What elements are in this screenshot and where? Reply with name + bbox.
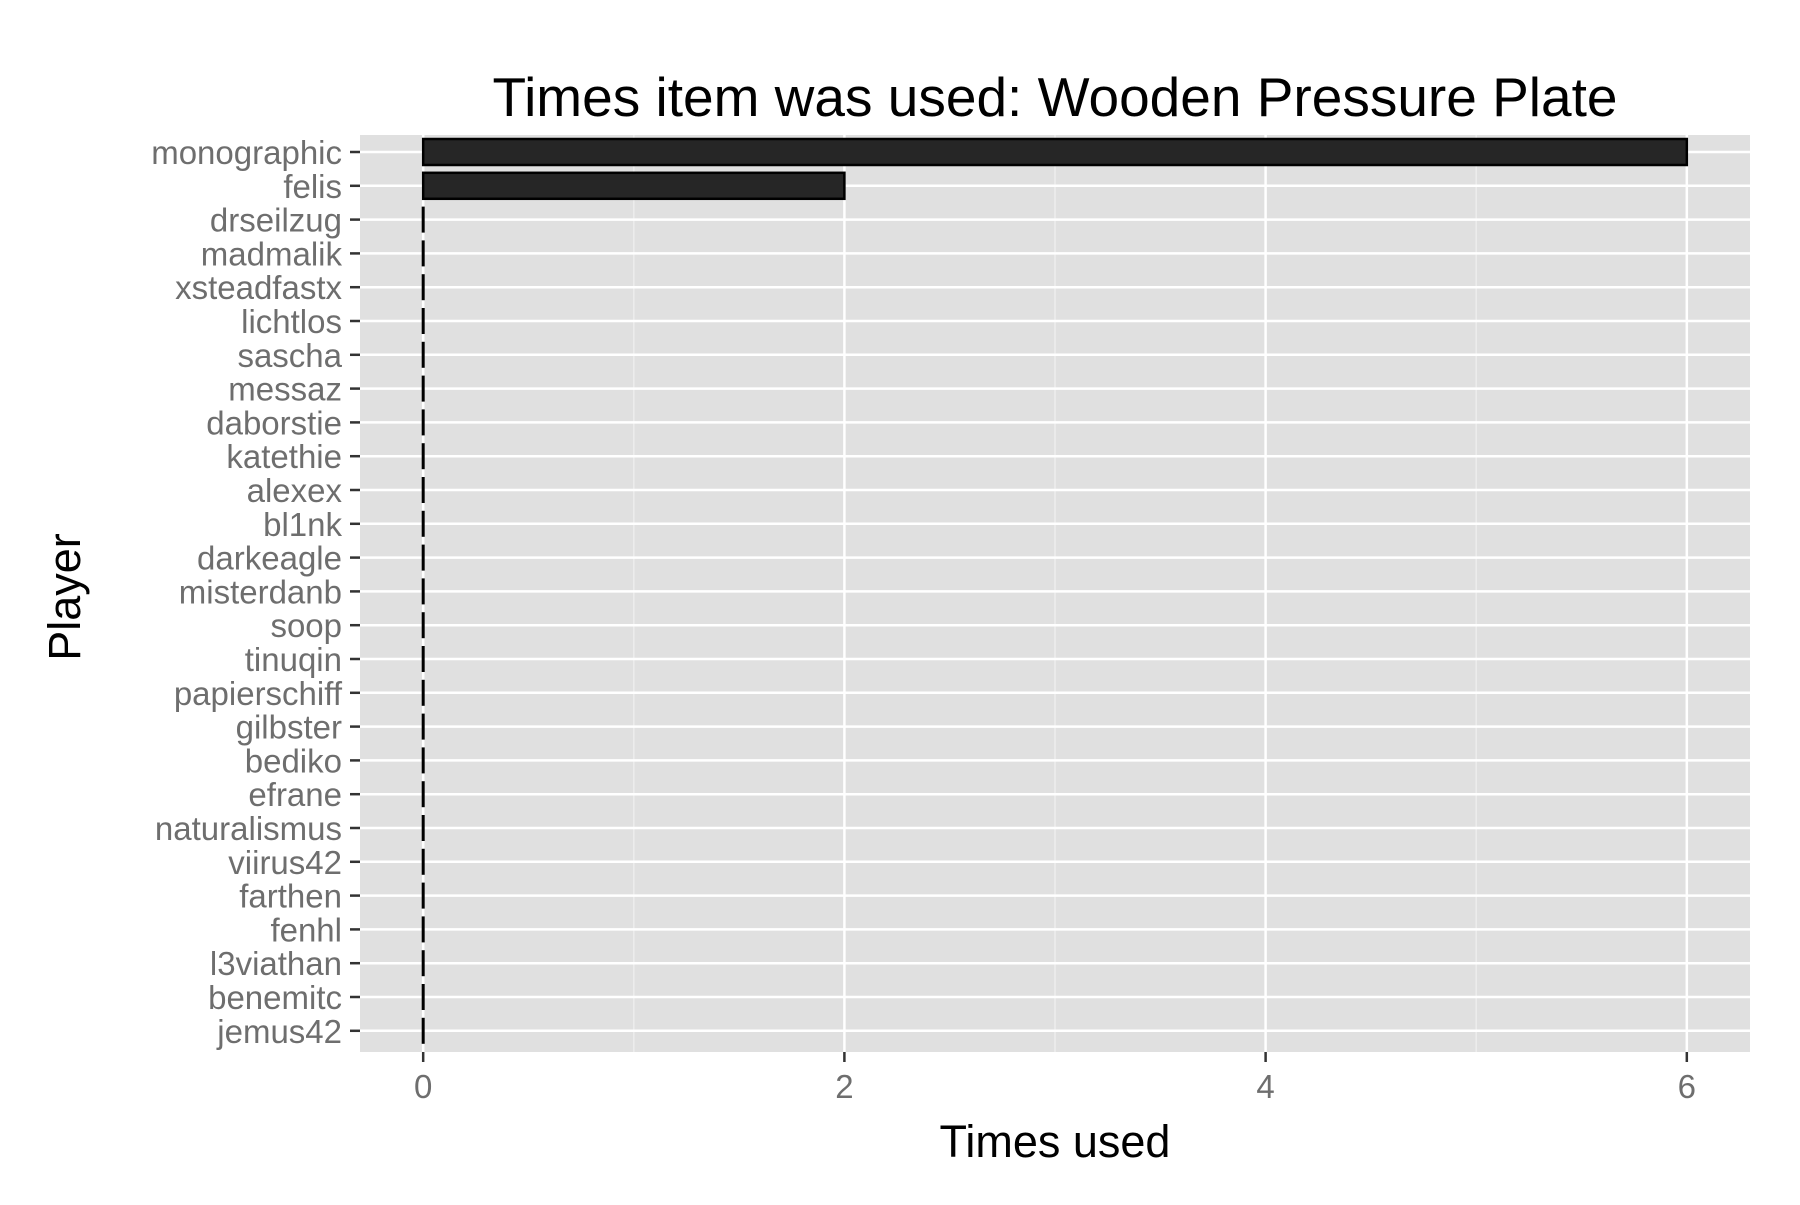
chart-title: Times item was used: Wooden Pressure Pla… <box>493 66 1618 128</box>
y-tick-label: alexex <box>247 472 343 509</box>
y-tick-label: messaz <box>228 371 342 408</box>
x-axis-title: Times used <box>940 1116 1171 1167</box>
y-tick-label: drseilzug <box>210 202 342 239</box>
y-axis: monographicfelisdrseilzugmadmalikxsteadf… <box>151 134 360 1050</box>
y-tick-label: sascha <box>237 337 342 374</box>
y-tick-label: farthen <box>239 878 342 915</box>
x-tick-label: 6 <box>1678 1068 1696 1105</box>
y-tick-label: lichtlos <box>241 303 342 340</box>
y-tick-label: felis <box>283 168 342 205</box>
y-tick-label: fenhl <box>270 911 342 948</box>
x-tick-label: 0 <box>414 1068 432 1105</box>
x-tick-label: 2 <box>835 1068 853 1105</box>
y-tick-label: gilbster <box>236 709 342 746</box>
bar-monographic <box>421 137 1689 167</box>
y-tick-label: efrane <box>248 776 342 813</box>
x-tick-label: 4 <box>1256 1068 1274 1105</box>
y-tick-label: misterdanb <box>179 573 342 610</box>
y-tick-label: benemitc <box>208 979 342 1016</box>
y-tick-label: darkeagle <box>197 540 342 577</box>
y-tick-label: jemus42 <box>216 1013 342 1050</box>
y-tick-label: tinuqin <box>245 641 342 678</box>
bar-felis <box>421 171 846 201</box>
y-tick-label: madmalik <box>201 235 343 272</box>
y-tick-label: daborstie <box>206 404 342 441</box>
y-tick-label: bl1nk <box>263 506 342 543</box>
bars-group <box>421 137 1689 1044</box>
y-tick-label: viirus42 <box>228 844 342 881</box>
y-tick-label: xsteadfastx <box>175 269 342 306</box>
y-tick-label: katethie <box>226 438 342 475</box>
y-axis-title: Player <box>39 533 90 661</box>
x-axis: 0 2 4 6 <box>414 1052 1696 1105</box>
y-tick-label: l3viathan <box>210 945 342 982</box>
y-tick-label: naturalismus <box>155 810 342 847</box>
y-tick-label: monographic <box>151 134 342 171</box>
y-tick-label: bediko <box>245 742 342 779</box>
y-tick-label: papierschiff <box>174 675 343 712</box>
y-tick-label: soop <box>270 607 342 644</box>
